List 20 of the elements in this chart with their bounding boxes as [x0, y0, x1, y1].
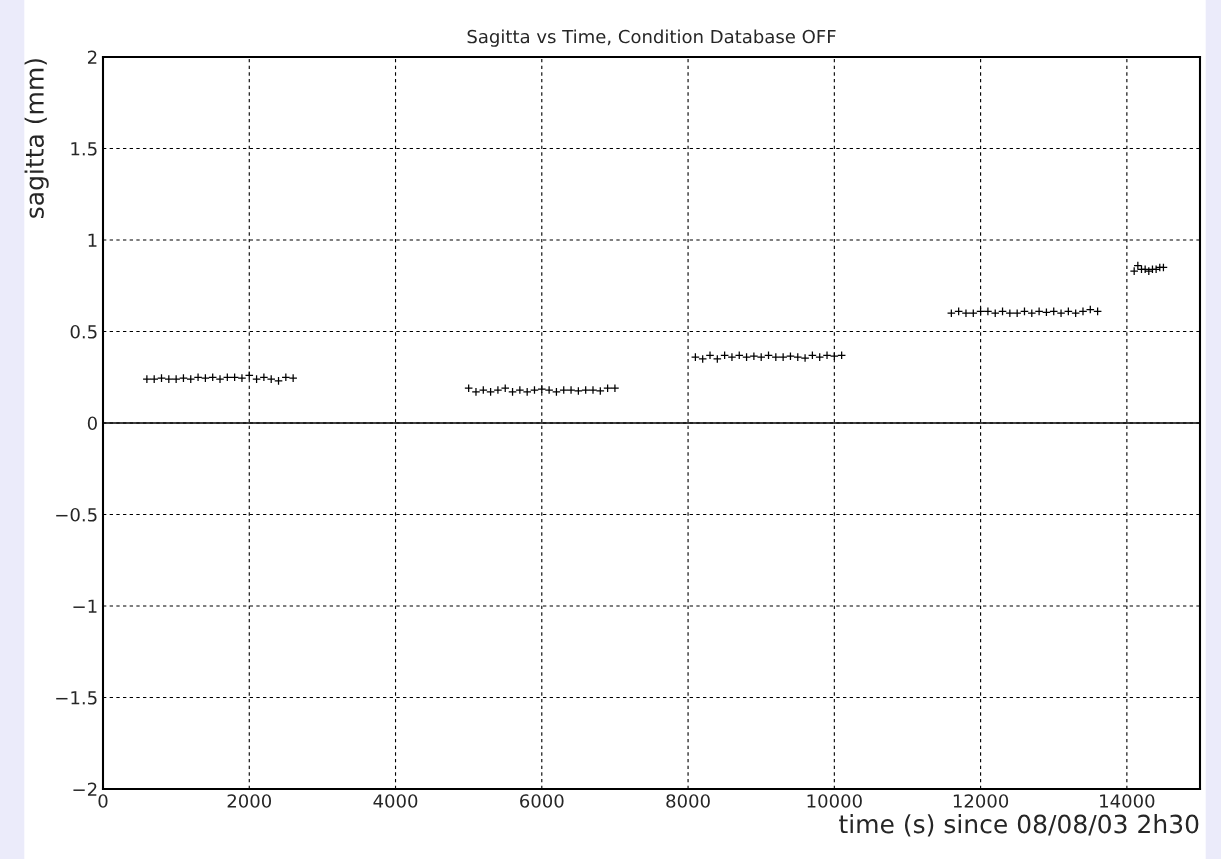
y-tick-label: 0	[87, 416, 97, 431]
y-tick-label: 0.5	[70, 324, 97, 339]
y-tick-label: 1.5	[71, 142, 97, 156]
x-axis-title: time (s) since 08/08/03 2h30	[839, 814, 1199, 837]
x-tick-label: 2000	[227, 794, 272, 808]
x-tick-label: 14000	[1100, 794, 1155, 808]
x-tick-label: 10000	[807, 794, 862, 808]
x-tick-label: 8000	[666, 794, 710, 808]
chart-title: Sagitta vs Time, Condition Database OFF	[467, 29, 836, 47]
x-tick-label: 12000	[953, 794, 1009, 808]
x-tick-label: 6000	[520, 794, 564, 808]
y-tick-label: −1.5	[56, 691, 97, 705]
y-axis-title: sagitta (mm)	[24, 59, 49, 218]
x-tick-label: 4000	[373, 794, 418, 808]
y-tick-label: −0.5	[56, 507, 97, 522]
y-tick-label: −1	[73, 599, 97, 613]
y-tick-label: 1	[88, 233, 97, 247]
y-tick-label: −2	[73, 782, 97, 796]
x-tick-label: 0	[98, 794, 108, 808]
y-tick-label: 2	[87, 50, 97, 64]
